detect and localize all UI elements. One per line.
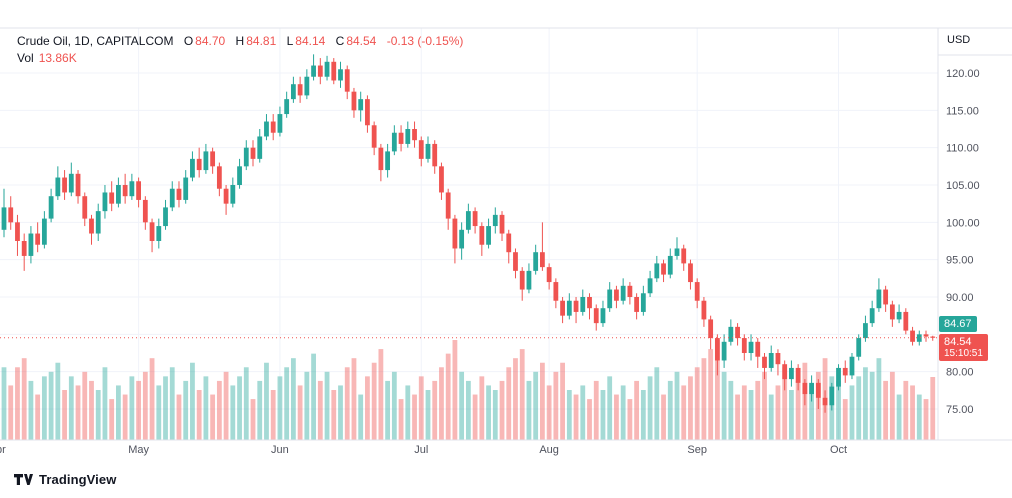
symbol-title[interactable]: Crude Oil, 1D, CAPITALCOM: [17, 34, 174, 48]
month-label: Sep: [687, 444, 707, 456]
time-axis[interactable]: Apr May Jun Jul Aug Sep Oct: [0, 444, 847, 456]
currency-label: USD: [947, 34, 971, 46]
month-label: May: [128, 444, 149, 456]
price-axis[interactable]: 120.00 115.00 110.00 105.00 100.00 95.00 90.00…: [946, 68, 980, 416]
secondary-price-value: 84.67: [944, 318, 972, 330]
month-label: Jun: [271, 444, 289, 456]
open-value: 84.70: [195, 34, 226, 48]
open-label: O: [183, 34, 194, 48]
legend-row-volume: Vol 13.86K: [17, 50, 463, 67]
price-tick-label: 95.00: [946, 255, 974, 267]
change-value: -0.13 (-0.15%): [386, 34, 464, 48]
month-label: Apr: [0, 444, 6, 456]
volume-value: 13.86K: [38, 51, 77, 65]
tradingview-logo-text: TradingView: [39, 472, 117, 487]
close-value: 84.54: [346, 34, 377, 48]
month-label: Aug: [539, 444, 559, 456]
month-label: Oct: [830, 444, 847, 456]
month-label: Jul: [414, 444, 428, 456]
volume-histogram: [1, 340, 936, 440]
high-label: H: [235, 34, 245, 48]
legend-row-ohlc: Crude Oil, 1D, CAPITALCOM O 84.70 H 84.81 …: [17, 33, 463, 50]
tradingview-branding-link[interactable]: TradingView: [14, 472, 116, 487]
tradingview-logo-icon: [14, 473, 33, 485]
high-value: 84.81: [246, 34, 277, 48]
price-tick-label: 120.00: [946, 68, 980, 80]
price-tick-label: 110.00: [946, 143, 979, 155]
price-tick-label: 115.00: [946, 105, 979, 117]
price-tick-label: 80.00: [946, 367, 974, 379]
low-label: L: [286, 34, 294, 48]
price-tick-label: 105.00: [946, 180, 980, 192]
price-tick-label: 100.00: [946, 217, 980, 229]
last-price-label: 84.54 15:10:51: [939, 334, 988, 361]
price-tick-label: 90.00: [946, 292, 974, 304]
chart-legend: Crude Oil, 1D, CAPITALCOM O 84.70 H 84.81 …: [17, 33, 463, 67]
low-value: 84.14: [295, 34, 326, 48]
price-tick-label: 75.00: [946, 404, 974, 416]
volume-label: Vol: [17, 51, 34, 65]
close-label: C: [335, 34, 345, 48]
last-price-value: 84.54: [944, 336, 972, 348]
candles-series: [1, 54, 936, 413]
pane-borders: [0, 27, 1012, 441]
secondary-price-label: 84.67: [939, 316, 977, 332]
bar-countdown: 15:10:51: [944, 348, 983, 359]
